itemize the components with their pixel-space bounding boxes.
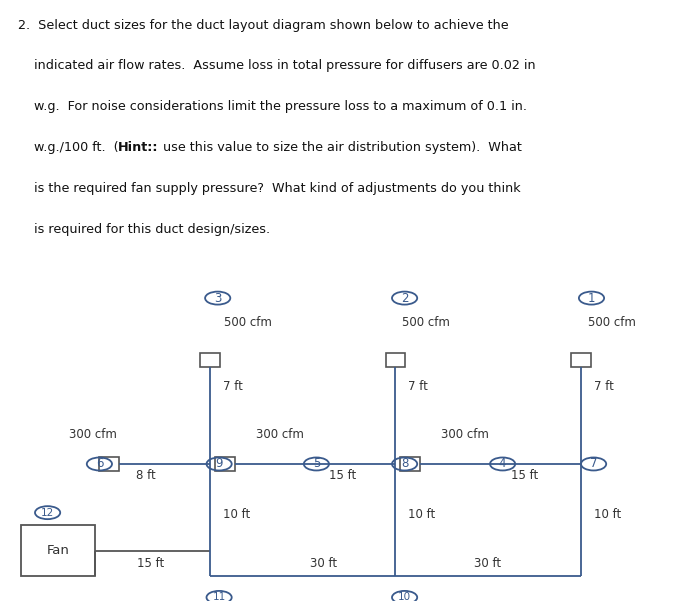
Text: 9: 9 [216,457,223,471]
Text: is the required fan supply pressure?  What kind of adjustments do you think: is the required fan supply pressure? Wha… [18,183,520,195]
Bar [400,457,420,471]
Text: 30 ft: 30 ft [310,557,337,570]
Text: 15 ft: 15 ft [511,469,538,483]
Text: Fan: Fan [47,544,69,557]
Text: 11: 11 [213,593,225,601]
Text: 15 ft: 15 ft [329,469,356,483]
Text: 7 ft: 7 ft [594,380,613,393]
Bar [21,525,94,576]
Text: 8 ft: 8 ft [136,469,156,483]
Text: 12: 12 [41,508,54,517]
Text: 2.  Select duct sizes for the duct layout diagram shown below to achieve the: 2. Select duct sizes for the duct layout… [18,19,508,31]
Bar [215,457,235,471]
Text: 7 ft: 7 ft [223,380,242,393]
Text: w.g./100 ft.  (: w.g./100 ft. ( [18,141,118,154]
Text: 3: 3 [214,291,221,305]
Text: 4: 4 [499,457,506,471]
Text: use this value to size the air distribution system).  What: use this value to size the air distribut… [159,141,522,154]
Text: 5: 5 [313,457,320,471]
Text: 300 cfm: 300 cfm [69,427,116,441]
Text: 10 ft: 10 ft [408,508,435,521]
Text: Hint::: Hint:: [118,141,159,154]
Bar [200,353,220,367]
Text: 7: 7 [590,457,597,471]
Text: 1: 1 [588,291,595,305]
Bar [99,457,119,471]
Text: 7 ft: 7 ft [408,380,428,393]
Bar [571,353,591,367]
Text: 6: 6 [96,457,103,471]
Text: 10 ft: 10 ft [223,508,250,521]
Text: is required for this duct design/sizes.: is required for this duct design/sizes. [18,224,270,236]
Text: 8: 8 [401,457,408,471]
Text: 500 cfm: 500 cfm [588,316,636,329]
Bar [386,353,405,367]
Text: w.g.  For noise considerations limit the pressure loss to a maximum of 0.1 in.: w.g. For noise considerations limit the … [18,100,526,114]
Text: 500 cfm: 500 cfm [402,316,450,329]
Text: 15 ft: 15 ft [137,557,164,570]
Text: 500 cfm: 500 cfm [224,316,272,329]
Text: 30 ft: 30 ft [475,557,501,570]
Text: 10 ft: 10 ft [594,508,621,521]
Text: 300 cfm: 300 cfm [256,427,303,441]
Text: 2: 2 [401,291,408,305]
Text: indicated air flow rates.  Assume loss in total pressure for diffusers are 0.02 : indicated air flow rates. Assume loss in… [18,59,535,73]
Text: 10: 10 [398,593,411,601]
Text: 300 cfm: 300 cfm [441,427,489,441]
